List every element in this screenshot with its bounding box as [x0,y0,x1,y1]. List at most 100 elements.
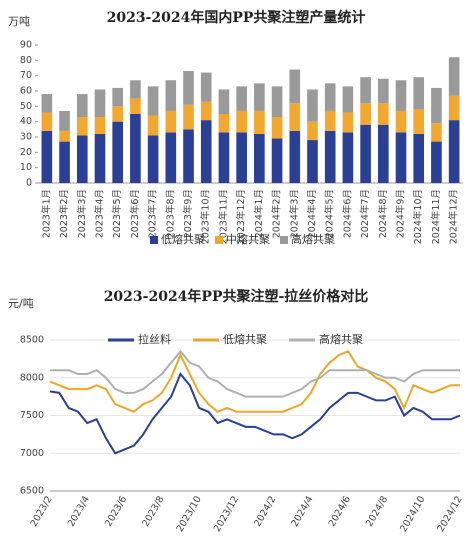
bar-segment [448,57,460,96]
bar-segment [59,141,70,183]
bar-segment [289,103,301,131]
bar-segment [289,130,301,183]
bar-segment [183,129,194,183]
x-tick-label: 2024/8 [364,494,390,528]
chart-title: 2023-2024年PP共聚注塑-拉丝价格对比 [104,288,369,305]
x-tick-label: 2024/6 [327,494,353,528]
y-axis-label: 元/吨 [8,297,34,310]
x-tick-label: 2023年3月 [76,189,88,238]
x-tick-label: 2023年6月 [129,189,141,238]
y-tick-label: 8500 [20,335,44,346]
bar-segment [183,104,194,130]
bar-segment [94,89,106,118]
bar-segment [218,132,230,183]
bar-segment [431,141,442,183]
bar-segment [378,78,389,104]
y-tick-label: 50 [20,101,32,112]
bar-segment [218,114,230,133]
bar-segment [236,86,247,111]
legend-label: 低熔共聚 [223,332,267,346]
x-tick-label: 2024年1月 [253,189,265,238]
bar-segment [360,77,371,104]
bar-segment [147,135,159,183]
bar-segment [395,110,407,133]
bar-segment [413,109,425,134]
bar-segment [59,130,70,142]
x-tick-label: 2024年9月 [395,189,407,238]
y-tick-label: 20 [20,147,32,158]
bar-segment [360,124,371,183]
bar-segment [254,110,265,134]
bar-segment [254,83,265,111]
bar-segment [307,89,318,122]
y-tick-label: 7500 [20,410,44,421]
bar-segment [271,86,283,118]
legend-swatch [280,236,288,244]
x-tick-label: 2024/2 [252,494,278,528]
y-tick-label: 40 [20,116,32,127]
legend-swatch [215,236,223,244]
bar-segment [218,89,230,114]
bar-segment [147,86,159,116]
x-tick-label: 2024/12 [436,494,465,534]
bar-segment [130,114,141,183]
y-tick-label: 80 [20,55,32,66]
bar-segment [41,94,53,113]
x-tick-label: 2023年9月 [182,189,194,238]
legend-label: 高熔共聚 [319,332,363,346]
x-tick-label: 2024/4 [289,494,315,528]
bar-segment [94,117,106,134]
series-line [49,372,461,455]
x-tick-label: 2024年4月 [306,189,318,238]
bar-segment [378,103,389,125]
x-tick-label: 2023/6 [103,494,129,528]
bar-segment [342,112,354,133]
x-tick-label: 2024年5月 [324,189,336,238]
series-line [50,349,460,398]
bar-segment [112,87,123,107]
y-tick-label: 6500 [20,486,44,497]
x-tick-label: 2024年10月 [412,189,424,244]
bar-segment [76,117,88,136]
legend-swatch [150,236,158,244]
bar-segment [413,133,425,183]
bar-segment [94,133,106,183]
bar-segment [200,101,212,121]
x-tick-label: 2023年2月 [58,189,70,238]
bar-segment [59,110,70,131]
bar-segment [271,117,283,139]
x-tick-label: 2023/4 [66,494,92,528]
bar-segment [112,106,123,122]
x-tick-label: 2024年8月 [377,189,389,238]
bar-segment [165,110,177,133]
bar-segment [236,132,247,183]
series-line [49,350,460,413]
legend-label: 低熔共聚 [161,232,205,246]
y-tick-label: 30 [20,132,32,143]
bar-segment [200,120,212,183]
bar-segment [165,80,177,111]
bar-segment [324,83,336,111]
bar-segment [342,86,354,113]
bar-segment [112,121,123,183]
bar-segment [289,69,301,104]
x-tick-label: 2024年2月 [271,189,283,238]
bar-segment [254,133,265,183]
x-tick-label: 2023/2 [29,494,55,528]
x-tick-label: 2023年12月 [235,189,247,244]
y-tick-label: 10 [20,162,32,173]
bar-segment [76,94,88,118]
bar-segment [431,123,442,142]
bar-segment [431,87,442,124]
bar-segment [307,140,318,183]
bar-segment [147,115,159,136]
bar-segment [130,98,141,114]
x-tick-label: 2024年6月 [341,189,353,238]
bar-segment [41,112,53,131]
x-tick-label: 2023年1月 [40,189,52,238]
x-tick-label: 2024年12月 [448,189,460,244]
bar-segment [395,80,407,111]
bar-segment [413,77,425,110]
y-axis-label: 万吨 [8,15,30,28]
